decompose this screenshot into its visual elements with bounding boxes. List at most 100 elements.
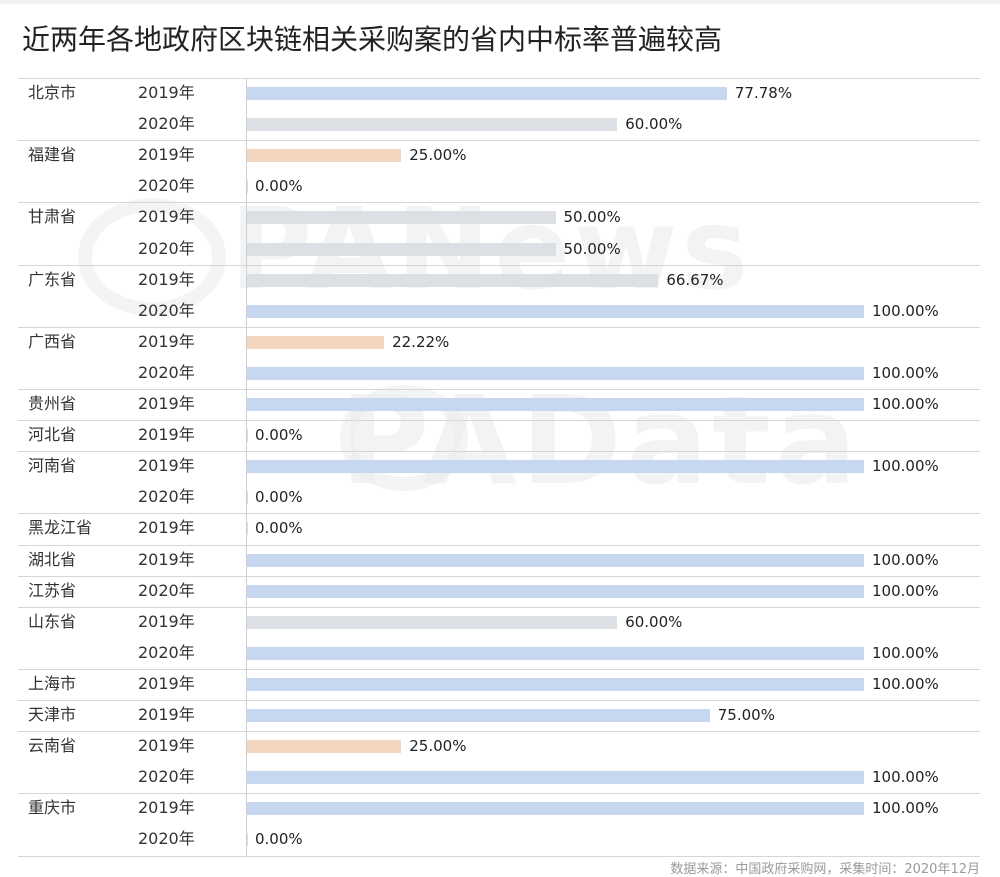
chart-row: 贵州省 2019年 100.00% [0,389,1000,420]
group-separator [18,389,980,390]
year-label: 2020年 [138,114,195,134]
chart-row: 2020年 0.00% [0,171,1000,202]
chart-row: 2020年 0.00% [0,824,1000,855]
year-label: 2020年 [138,767,195,787]
province-label: 河南省 [28,456,77,476]
data-label: 100.00% [872,768,939,787]
data-label: 77.78% [734,84,793,102]
chart-row: 甘肃省 2019年 50.00% [0,202,1000,233]
data-label: 100.00% [872,395,939,413]
province-label: 广东省 [28,269,77,289]
chart-row: 2020年 0.00% [0,482,1000,513]
group-separator [18,855,980,857]
year-label: 2020年 [138,829,195,849]
group-separator [18,700,980,701]
data-label: 66.67% [666,270,724,289]
chart-row: 河北省 2019年 0.00% [0,420,1000,451]
year-label: 2020年 [138,580,195,600]
province-label: 广西省 [28,331,77,351]
chart-row: 广东省 2019年 66.67% [0,265,1000,296]
chart-row: 福建省 2019年 25.00% [0,140,1000,171]
chart-row: 广西省 2019年 22.22% [0,327,1000,358]
bar [247,491,248,505]
province-label: 天津市 [28,705,77,724]
group-separator [18,544,980,546]
group-separator [18,140,980,142]
year-label: 2020年 [138,238,195,258]
watermark-padata: PAData [340,370,861,512]
bar [247,180,248,194]
bar [247,833,248,847]
group-separator [18,513,980,515]
bar [247,149,402,163]
top-strip [0,0,1000,4]
bar [247,211,556,225]
chart-row: 重庆市 2019年 100.00% [0,793,1000,824]
data-label: 100.00% [872,581,939,600]
data-label: 0.00% [255,830,303,849]
data-label: 22.22% [392,332,450,351]
year-label: 2019年 [138,207,195,227]
data-label: 25.00% [409,146,467,165]
year-label: 2019年 [138,456,195,476]
province-label: 甘肃省 [28,207,77,227]
chart-row: 2020年 50.00% [0,234,1000,265]
year-label: 2020年 [138,642,195,662]
chart-row: 上海市 2019年 100.00% [0,669,1000,700]
data-label: 0.00% [255,519,303,538]
chart-row: 河南省 2019年 100.00% [0,451,1000,482]
chart-title: 近两年各地政府区块链相关采购案的省内中标率普遍较高 [22,23,723,56]
province-label: 上海市 [28,673,77,693]
data-label: 50.00% [563,239,621,258]
data-label: 25.00% [409,737,467,756]
bar [247,460,864,474]
data-label: 100.00% [872,643,939,662]
bar [247,802,864,816]
province-label: 福建省 [28,145,77,165]
data-label: 100.00% [872,799,939,818]
bar [247,646,864,660]
bar [247,366,864,380]
group-separator [18,202,980,204]
province-label: 云南省 [28,736,77,756]
chart-row: 云南省 2019年 25.00% [0,731,1000,762]
bar [247,118,618,132]
data-source-note: 数据来源：中国政府采购网，采集时间：2020年12月 [670,862,980,877]
group-separator [18,668,980,670]
year-label: 2019年 [138,394,195,413]
province-label: 重庆市 [28,798,77,818]
group-separator [18,731,980,733]
province-label: 贵州省 [28,394,77,413]
data-label: 0.00% [255,426,303,445]
province-label: 湖北省 [28,549,77,569]
year-label: 2020年 [138,487,195,507]
data-label: 100.00% [872,550,939,569]
chart-row: 北京市 2019年 77.78% [0,78,1000,109]
year-label: 2020年 [138,362,195,382]
data-label: 75.00% [717,706,775,724]
data-label: 100.00% [872,457,939,476]
year-label: 2019年 [138,145,195,165]
province-label: 河北省 [28,425,77,445]
year-label: 2019年 [138,798,195,818]
bar [247,615,618,629]
bar [247,273,659,287]
year-label: 2019年 [138,269,195,289]
year-label: 2019年 [138,705,195,724]
group-separator [18,264,980,266]
data-label: 100.00% [872,363,939,382]
year-label: 2019年 [138,549,195,569]
group-separator [18,420,980,422]
value-axis [246,78,247,856]
year-label: 2019年 [138,736,195,756]
chart-row: 2020年 100.00% [0,296,1000,327]
year-label: 2019年 [138,331,195,351]
group-separator [18,606,980,608]
group-separator [18,326,980,328]
group-separator [18,575,980,577]
bar [247,677,864,691]
chart-row: 江苏省 2020年 100.00% [0,576,1000,607]
data-label: 60.00% [625,115,683,134]
bar [247,553,864,567]
